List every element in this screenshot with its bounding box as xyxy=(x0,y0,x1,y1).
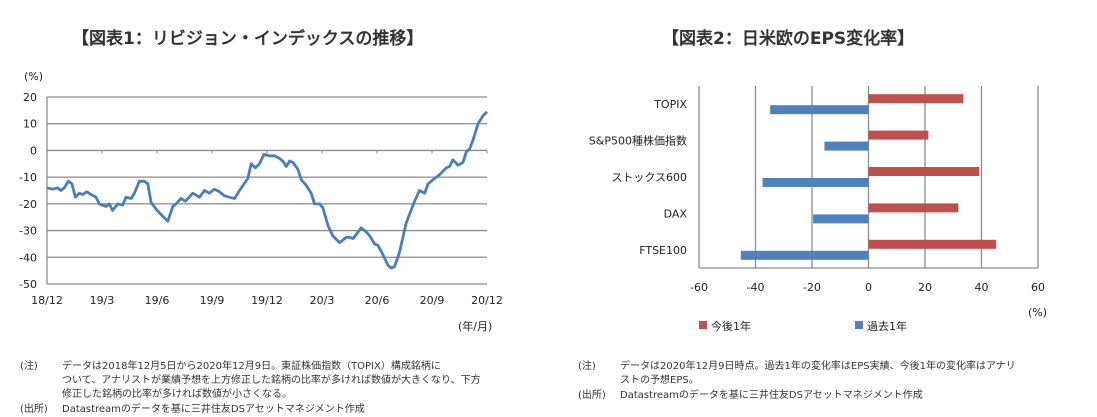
bar-next-year xyxy=(868,239,997,249)
y-tick-label: 0 xyxy=(30,144,37,157)
bar-past-year xyxy=(813,214,869,224)
legend-label: 今後1年 xyxy=(711,319,751,333)
note-line: データは2020年12月9日時点。過去1年の変化率はEPS実績、今後1年の変化率… xyxy=(620,361,1016,372)
category-label: S&P500種株価指数 xyxy=(589,134,687,148)
eps-change-bar-chart: -60 -40 -20 0 20 40 60 TOPIX S&P500種株価指数ストックス600… xyxy=(589,86,1047,333)
bar-next-year xyxy=(868,130,929,140)
source-label: (出所) xyxy=(578,390,606,401)
note-line: ついて、アナリストが業績予想を上方修正した銘柄の比率が多ければ数値が大きくなり、… xyxy=(62,375,481,386)
bar-past-year xyxy=(740,250,869,260)
y-tick-label: -20 xyxy=(19,198,37,211)
category-label: DAX xyxy=(664,207,688,220)
notes-right: (注) データは2020年12月9日時点。過去1年の変化率はEPS実績、今後1年… xyxy=(578,360,1097,417)
legend-swatch xyxy=(855,321,863,329)
note-label: (注) xyxy=(20,361,38,372)
x-tick-label: 0 xyxy=(865,281,872,294)
bar-past-year xyxy=(770,105,869,115)
category-label: FTSE100 xyxy=(639,244,687,257)
bar-next-year xyxy=(868,203,959,213)
chart2-title: 【図表2：日米欧のEPS変化率】 xyxy=(662,29,915,49)
x-tick-label: 60 xyxy=(1031,281,1045,294)
x-tick-label: 18/12 xyxy=(31,294,63,307)
y-tick-label: -50 xyxy=(19,278,37,291)
bar-past-year xyxy=(824,141,869,151)
x-tick-label: -20 xyxy=(803,281,821,294)
y-tick-label: -10 xyxy=(19,171,37,184)
x-tick-label: -60 xyxy=(690,281,708,294)
x-axis-unit: (年/月) xyxy=(458,319,492,333)
category-label: TOPIX xyxy=(653,98,687,111)
x-tick-label: 19/6 xyxy=(145,294,170,307)
x-axis-unit: (%) xyxy=(1028,306,1047,319)
x-tick-label: 20/12 xyxy=(471,294,503,307)
y-tick-label: 20 xyxy=(23,91,37,104)
bar-past-year xyxy=(762,178,869,187)
x-tick-label: 20/6 xyxy=(365,294,390,307)
bar-next-year xyxy=(868,167,980,176)
source-text: Datastreamのデータを基に三井住友DSアセットマネジメント作成 xyxy=(62,404,365,415)
source-text: Datastreamのデータを基に三井住友DSアセットマネジメント作成 xyxy=(620,390,923,401)
bar-next-year xyxy=(868,94,964,104)
x-tick-label: 20/9 xyxy=(420,294,445,307)
revision-index-line-chart: 20 10 0 -10 -20 -30 -40 -50 18/12 19/3 19/6 19/9 19/… xyxy=(19,70,503,333)
notes-left: (注) データは2018年12月5日から2020年12月9日。東証株価指数（TO… xyxy=(20,360,560,417)
x-tick-label: 19/12 xyxy=(251,294,283,307)
category-label: ストックス600 xyxy=(611,171,687,184)
x-tick-label: 19/9 xyxy=(200,294,225,307)
y-tick-label: -30 xyxy=(19,225,37,238)
y-tick-label: -40 xyxy=(19,251,37,264)
legend-swatch xyxy=(699,321,707,329)
x-tick-label: 20/3 xyxy=(310,294,335,307)
series-line xyxy=(46,110,488,270)
note-line: ストの予想EPS。 xyxy=(620,375,699,386)
x-tick-label: 20 xyxy=(918,281,932,294)
x-tick-label: -40 xyxy=(747,281,765,294)
x-tick-label: 19/3 xyxy=(90,294,115,307)
legend-label: 過去1年 xyxy=(867,319,907,333)
source-label: (出所) xyxy=(20,404,48,415)
note-line: データは2018年12月5日から2020年12月9日。東証株価指数（TOPIX）… xyxy=(62,361,441,372)
x-tick-label: 40 xyxy=(975,281,989,294)
note-label: (注) xyxy=(578,361,596,372)
y-tick-label: 10 xyxy=(23,118,37,131)
note-line: 修正した銘柄の比率が多ければ数値が小さくなる。 xyxy=(62,389,292,400)
y-axis-unit: (%) xyxy=(24,70,43,83)
chart1-title: 【図表1：リビジョン・インデックスの推移】 xyxy=(72,29,424,49)
